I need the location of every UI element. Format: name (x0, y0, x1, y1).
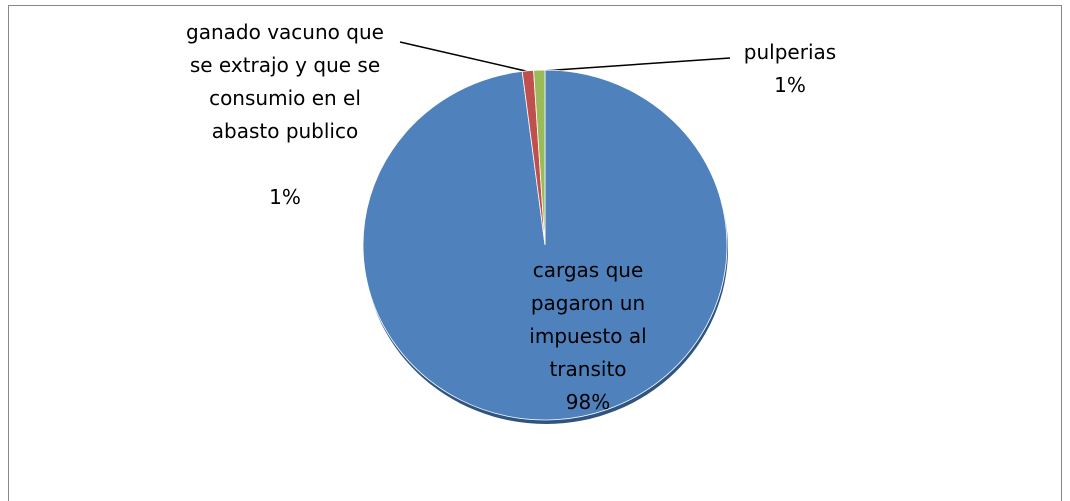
leader-line (540, 57, 731, 72)
pie-slice (533, 69, 546, 246)
slice-value-label: 98% (565, 390, 611, 414)
leader-line (399, 41, 531, 73)
slice-label: pulperias (743, 40, 837, 64)
slice-value-label: 1% (774, 73, 806, 97)
slice-value-label: 1% (269, 185, 301, 209)
slice-label: cargas que pagaron un impuesto al transi… (529, 258, 647, 381)
slice-label: ganado vacuno que se extrajo y que se co… (186, 20, 384, 143)
